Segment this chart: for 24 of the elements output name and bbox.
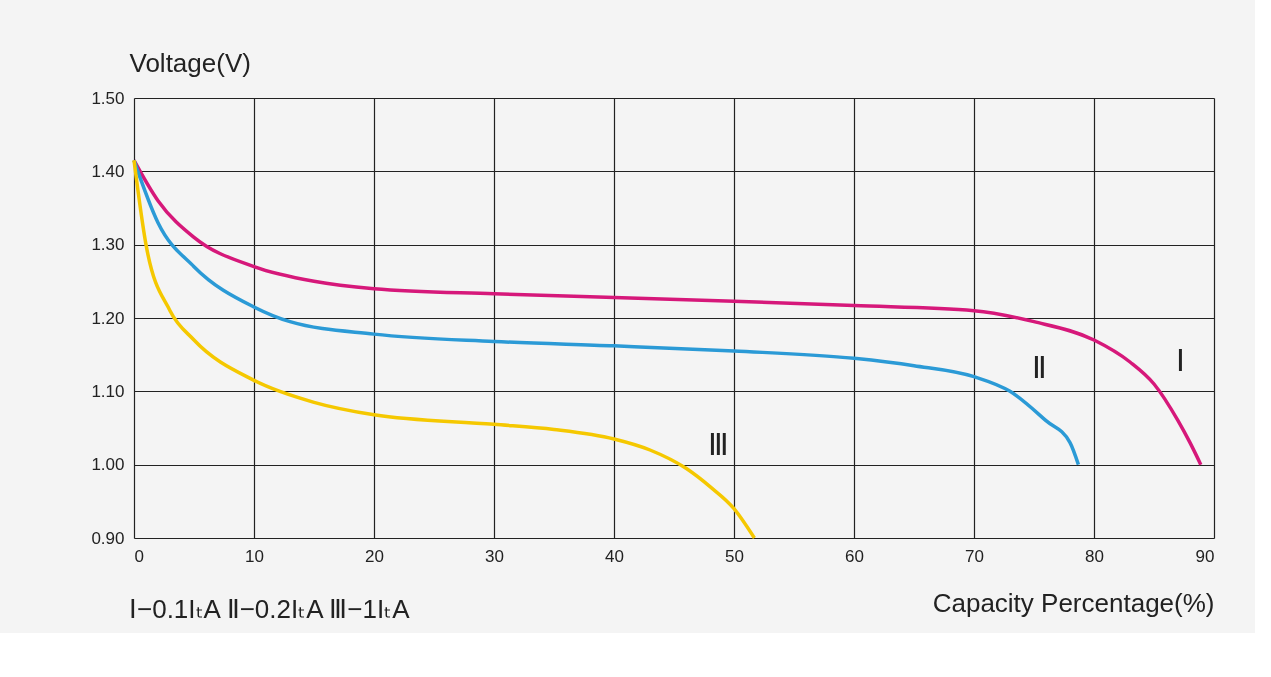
text: Ⅰ−0.1IₜA Ⅱ−0.2IₜA Ⅲ−1IₜA [129, 594, 411, 624]
y-tick-label: 1.00 [91, 455, 125, 475]
x-tick-label: 70 [965, 546, 984, 566]
line-series [132, 158, 757, 540]
x-tick-label: 20 [365, 546, 384, 566]
series-label: Ⅲ [708, 428, 729, 462]
series-label: Ⅱ [1032, 351, 1047, 385]
y-axis-title: Voltage(V) [129, 47, 251, 78]
x-tick-label: 30 [485, 546, 504, 566]
x-tick-label: 0 [134, 546, 144, 566]
y-tick-label: 1.30 [91, 235, 125, 255]
x-tick-label: 60 [845, 546, 864, 566]
series-label: Ⅰ [1176, 344, 1185, 377]
y-tick-label: 1.40 [91, 161, 125, 181]
x-axis-title: Capacity Percentage(%) [932, 587, 1215, 618]
y-tick-label: 1.20 [91, 308, 125, 328]
x-tick-label: 10 [245, 546, 264, 566]
x-tick-label: 80 [1085, 546, 1104, 566]
x-tick-label: 90 [1195, 546, 1215, 566]
y-tick-label: 0.90 [91, 528, 125, 548]
y-tick-label: 1.50 [91, 88, 125, 108]
x-tick-label: 50 [725, 546, 744, 566]
y-tick-label: 1.10 [91, 381, 125, 401]
x-tick-label: 40 [605, 546, 624, 566]
